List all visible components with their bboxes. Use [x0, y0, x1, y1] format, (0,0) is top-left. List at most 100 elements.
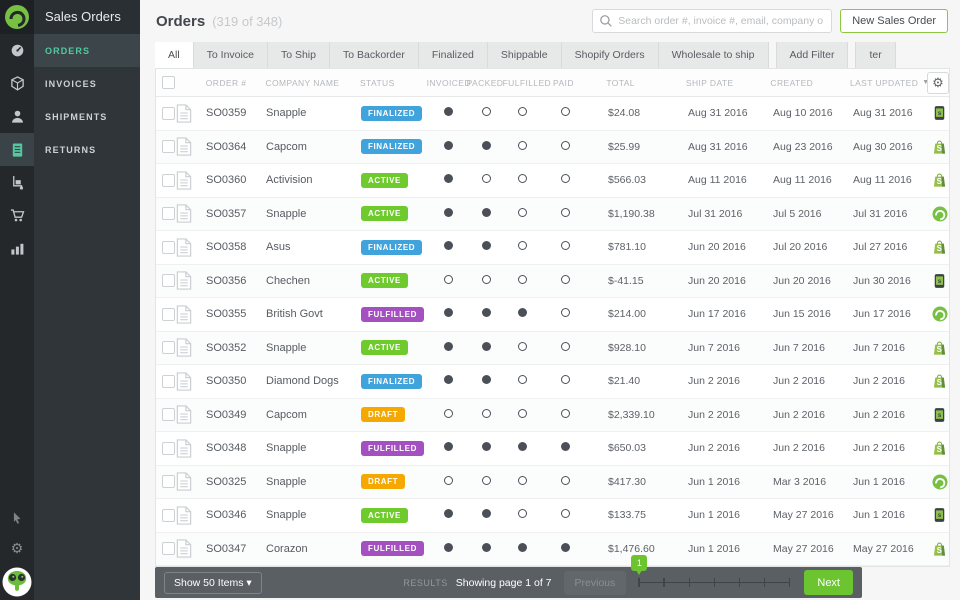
- order-document-icon[interactable]: [176, 372, 201, 391]
- show-items-button[interactable]: Show 50 Items ▾: [164, 571, 262, 594]
- slider-tick[interactable]: [713, 578, 716, 587]
- tab-shopify-orders[interactable]: Shopify Orders: [561, 42, 659, 68]
- order-number[interactable]: SO0349: [206, 408, 247, 421]
- row-checkbox[interactable]: [162, 106, 175, 120]
- order-number[interactable]: SO0358: [206, 241, 247, 254]
- order-document-icon[interactable]: [176, 439, 201, 458]
- tab-all[interactable]: All: [155, 42, 194, 68]
- table-row[interactable]: SO0357 Snapple ACTIVE $1,190.38 Jul 31 2…: [156, 197, 949, 231]
- current-page-flag[interactable]: 1: [631, 554, 648, 575]
- col-company-name[interactable]: COMPANY NAME: [265, 77, 340, 88]
- order-number[interactable]: SO0355: [206, 308, 247, 321]
- order-number[interactable]: SO0346: [206, 509, 247, 522]
- search-box[interactable]: [592, 9, 833, 33]
- order-document-icon[interactable]: [176, 506, 201, 525]
- tab-to-backorder[interactable]: To Backorder: [329, 42, 419, 68]
- table-row[interactable]: SO0352 Snapple ACTIVE $928.10 Jun 7 2016…: [156, 331, 949, 365]
- row-checkbox[interactable]: [162, 508, 175, 522]
- search-input[interactable]: [613, 14, 826, 28]
- order-document-icon[interactable]: [176, 305, 201, 324]
- order-number[interactable]: SO0359: [206, 107, 247, 120]
- tab-add-filter[interactable]: Add Filter: [775, 42, 849, 68]
- row-checkbox[interactable]: [162, 475, 175, 489]
- slider-tick[interactable]: [788, 578, 791, 587]
- row-checkbox[interactable]: [162, 274, 175, 288]
- row-checkbox[interactable]: [162, 341, 175, 355]
- order-number[interactable]: SO0347: [206, 542, 247, 555]
- order-document-icon[interactable]: [176, 137, 201, 156]
- order-document-icon[interactable]: [176, 204, 201, 223]
- slider-tick[interactable]: [763, 578, 766, 587]
- col-packed[interactable]: PACKED: [466, 77, 504, 88]
- row-checkbox[interactable]: [162, 307, 175, 321]
- order-document-icon[interactable]: [176, 238, 201, 257]
- table-row[interactable]: SO0355 British Govt FULFILLED $214.00 Ju…: [156, 298, 949, 332]
- table-row[interactable]: SO0364 Capcom FINALIZED $25.99 Aug 31 20…: [156, 130, 949, 164]
- tab-shippable[interactable]: Shippable: [487, 42, 562, 68]
- tab-finalized[interactable]: Finalized: [418, 42, 488, 68]
- order-number[interactable]: SO0352: [206, 341, 247, 354]
- settings-gear-icon[interactable]: ⚙: [10, 540, 24, 556]
- order-number[interactable]: SO0348: [206, 442, 247, 455]
- order-number[interactable]: SO0364: [206, 140, 247, 153]
- col-invoiced[interactable]: INVOICED: [426, 77, 471, 88]
- products-icon[interactable]: [0, 67, 34, 100]
- slider-tick[interactable]: [638, 578, 640, 587]
- col-ship-date[interactable]: SHIP DATE: [685, 77, 734, 88]
- contacts-icon[interactable]: [0, 100, 34, 133]
- order-document-icon[interactable]: [176, 171, 201, 190]
- order-document-icon[interactable]: [176, 338, 201, 357]
- order-number[interactable]: SO0357: [206, 207, 247, 220]
- table-row[interactable]: SO0359 Snapple FINALIZED $24.08 Aug 31 2…: [156, 97, 949, 131]
- tab-ter[interactable]: ter: [855, 42, 896, 68]
- page-slider[interactable]: 1: [631, 554, 791, 588]
- order-number[interactable]: SO0350: [206, 375, 247, 388]
- cursor-tool-icon[interactable]: [0, 502, 34, 533]
- table-row[interactable]: SO0349 Capcom DRAFT $2,339.10 Jun 2 2016…: [156, 398, 949, 432]
- order-number[interactable]: SO0360: [206, 174, 247, 187]
- next-button[interactable]: Next: [804, 570, 853, 595]
- row-checkbox[interactable]: [162, 140, 175, 154]
- table-row[interactable]: SO0346 Snapple ACTIVE $133.75 Jun 1 2016…: [156, 499, 949, 533]
- order-document-icon[interactable]: [176, 472, 201, 491]
- mascot-avatar[interactable]: [0, 564, 34, 600]
- row-checkbox[interactable]: [162, 207, 175, 221]
- table-row[interactable]: SO0347 Corazon FULFILLED $1,476.60 Jun 1…: [156, 532, 949, 566]
- order-document-icon[interactable]: [176, 539, 201, 558]
- table-row[interactable]: SO0348 Snapple FULFILLED $650.03 Jun 2 2…: [156, 432, 949, 466]
- row-checkbox[interactable]: [162, 240, 175, 254]
- table-row[interactable]: SO0350 Diamond Dogs FINALIZED $21.40 Jun…: [156, 365, 949, 399]
- order-document-icon[interactable]: [176, 405, 201, 424]
- sidebar-item-invoices[interactable]: INVOICES: [45, 78, 97, 89]
- table-row[interactable]: SO0360 Activision ACTIVE $566.03 Aug 11 …: [156, 164, 949, 198]
- sidebar-item-shipments[interactable]: SHIPMENTS: [45, 111, 108, 122]
- tab-to-ship[interactable]: To Ship: [267, 42, 330, 68]
- row-checkbox[interactable]: [162, 173, 175, 187]
- new-sales-order-button[interactable]: New Sales Order: [840, 9, 948, 33]
- row-checkbox[interactable]: [162, 408, 175, 422]
- row-checkbox[interactable]: [162, 441, 175, 455]
- tab-wholesale-to-ship[interactable]: Wholesale to ship: [658, 42, 769, 68]
- col-paid[interactable]: PAID: [553, 77, 574, 88]
- table-row[interactable]: SO0325 Snapple DRAFT $417.30 Jun 1 2016 …: [156, 465, 949, 499]
- purchase-orders-icon[interactable]: [0, 166, 34, 199]
- col-fulfilled[interactable]: FULFILLED: [502, 77, 552, 88]
- sidebar-item-orders[interactable]: ORDERS: [34, 34, 140, 67]
- table-row[interactable]: SO0356 Chechen ACTIVE $-41.15 Jun 20 201…: [156, 264, 949, 298]
- row-checkbox[interactable]: [162, 542, 175, 556]
- dashboard-icon[interactable]: [0, 34, 34, 67]
- order-document-icon[interactable]: [176, 104, 201, 123]
- col-status[interactable]: STATUS: [359, 77, 395, 88]
- row-checkbox[interactable]: [162, 374, 175, 388]
- slider-tick[interactable]: [688, 578, 691, 587]
- col-total[interactable]: TOTAL: [606, 77, 635, 88]
- col-created[interactable]: CREATED: [770, 77, 814, 88]
- stitch-logo-icon[interactable]: [0, 0, 34, 34]
- order-number[interactable]: SO0325: [206, 475, 247, 488]
- col-last-updated[interactable]: LAST UPDATED ▼: [849, 77, 930, 88]
- cart-icon[interactable]: [0, 199, 34, 232]
- sidebar-item-returns[interactable]: RETURNS: [45, 144, 97, 155]
- reports-icon[interactable]: [0, 232, 34, 265]
- order-number[interactable]: SO0356: [206, 274, 247, 287]
- previous-button[interactable]: Previous: [563, 570, 627, 595]
